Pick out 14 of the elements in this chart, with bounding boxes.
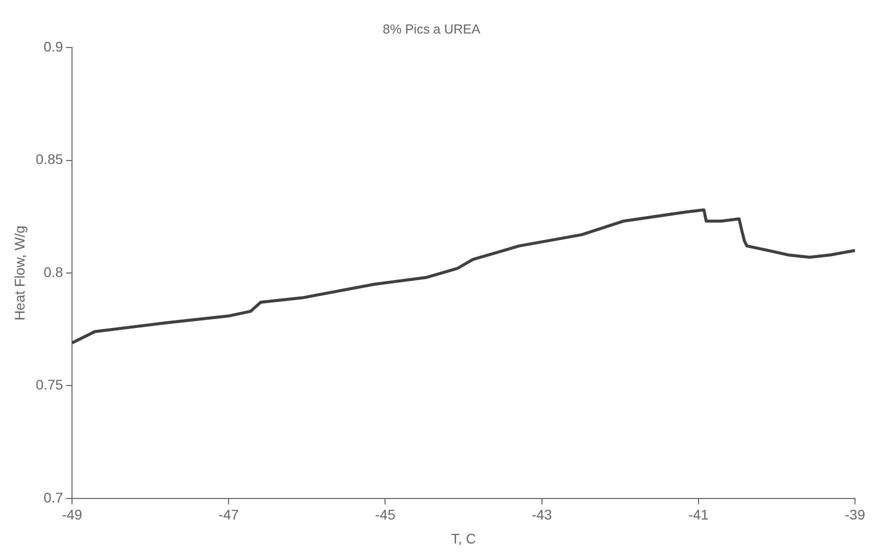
x-tick-label: -47: [218, 506, 239, 523]
y-tick-label: 0.7: [44, 489, 64, 506]
chart-title: 8% Pics a UREA: [382, 21, 481, 36]
x-axis-title: T, C: [451, 530, 476, 546]
x-tick-label: -45: [375, 506, 396, 523]
y-tick-label: 0.85: [36, 151, 64, 168]
x-tick-label: -49: [62, 506, 82, 523]
x-tick-label: -41: [688, 506, 709, 523]
y-axis-title: Heat Flow, W/g: [11, 226, 28, 320]
x-tick-label: -43: [532, 506, 552, 523]
y-tick-label: 0.8: [44, 264, 64, 280]
x-tick-label: -39: [844, 506, 866, 523]
y-tick-label: 0.9: [44, 38, 64, 54]
y-tick-label: 0.75: [36, 376, 64, 393]
